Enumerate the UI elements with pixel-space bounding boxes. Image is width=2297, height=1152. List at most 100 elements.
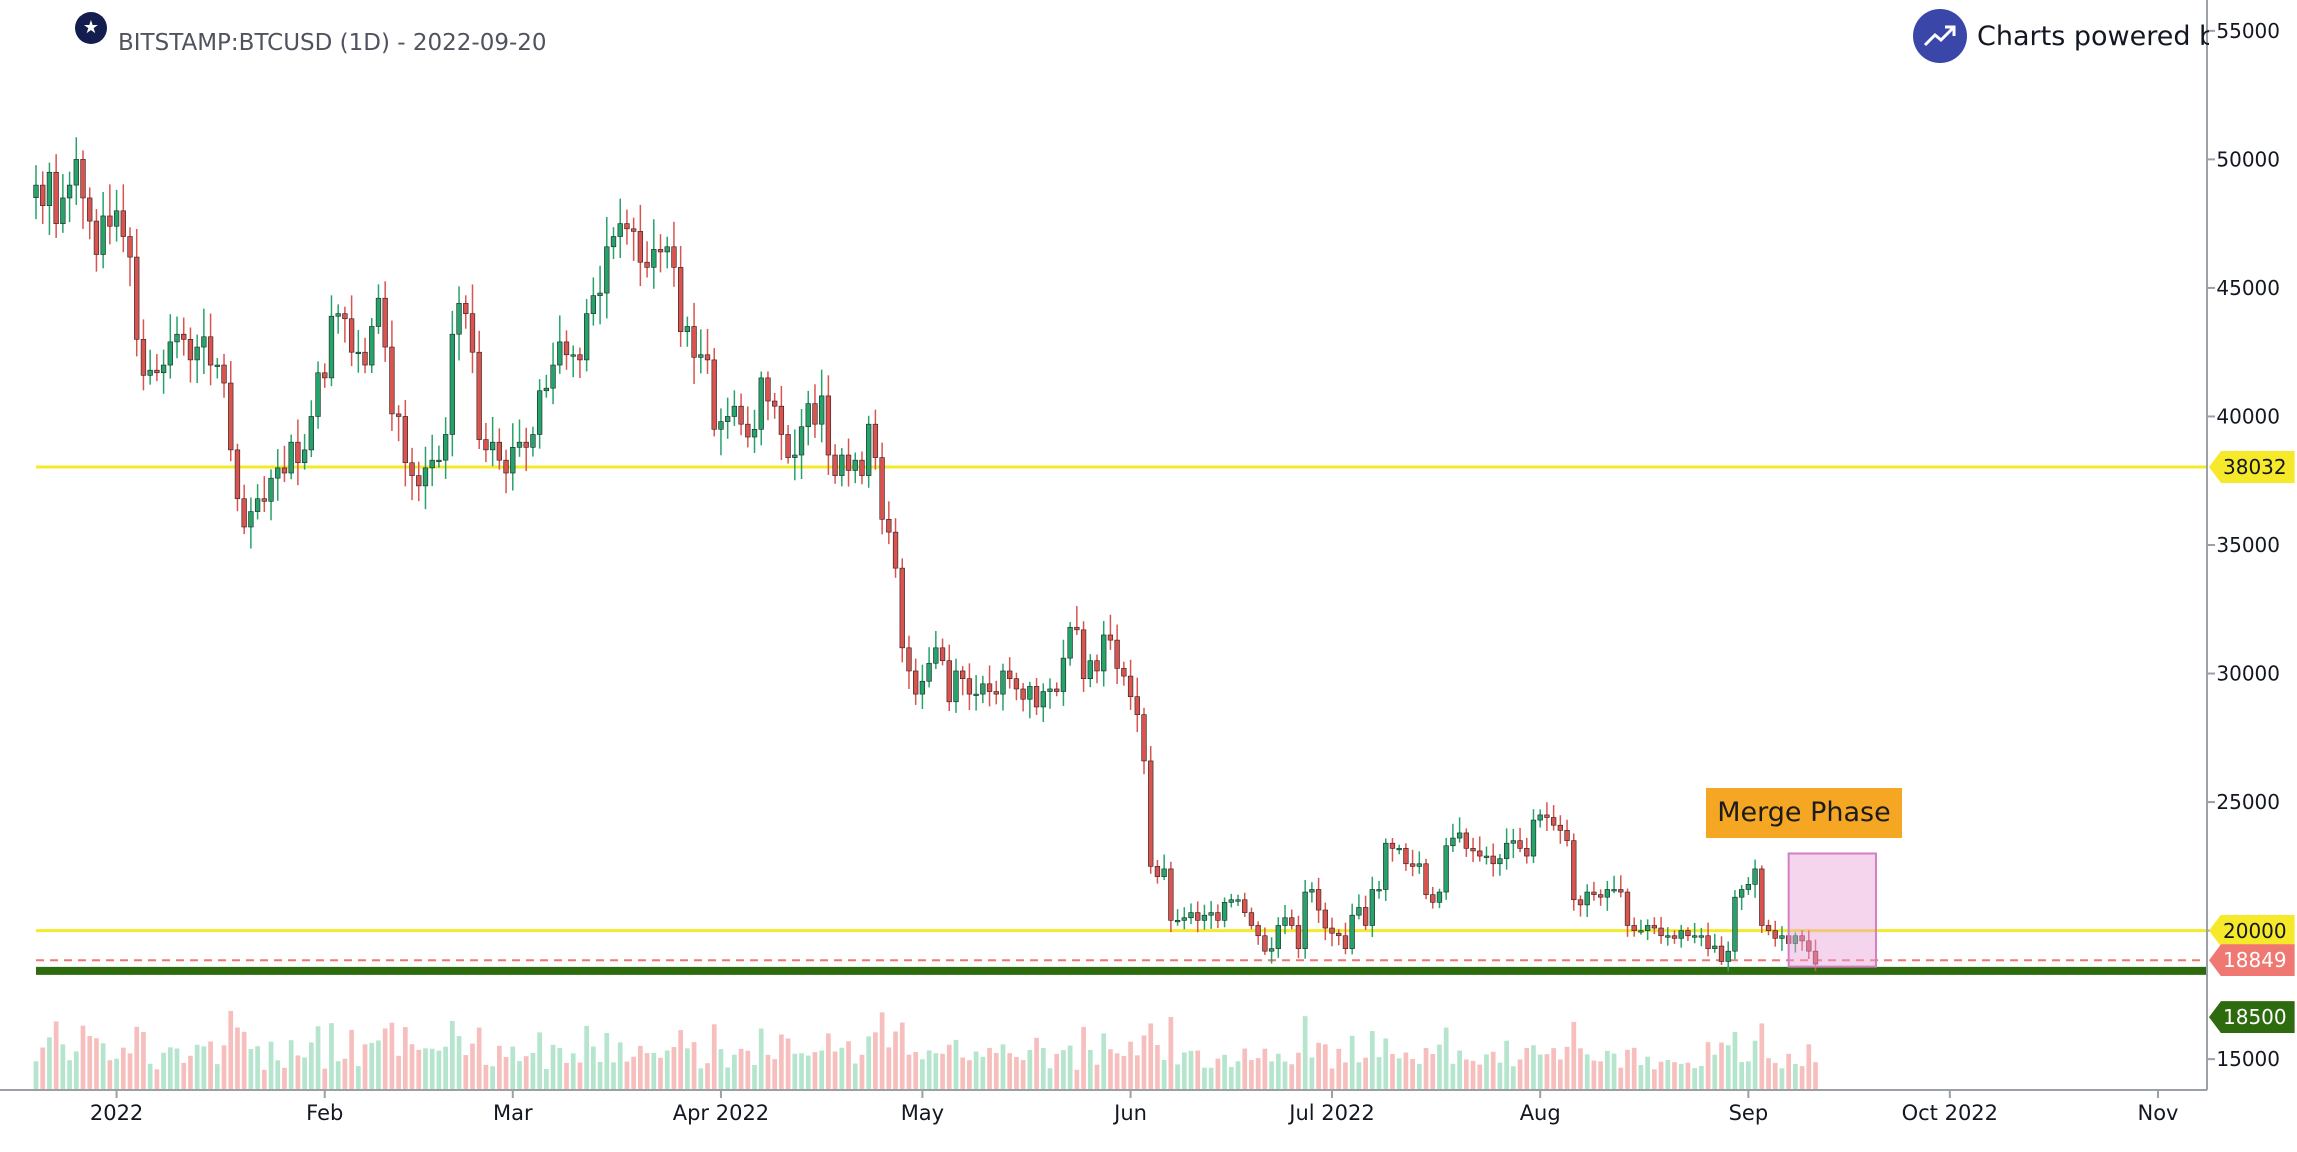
candle-body — [1141, 714, 1147, 762]
candle — [1154, 859, 1161, 884]
volume-bar — [429, 1048, 435, 1090]
volume-bar — [732, 1054, 737, 1090]
candle — [308, 400, 314, 458]
candle — [1779, 926, 1785, 951]
volume-bar — [1034, 1037, 1039, 1090]
candle-body — [1148, 760, 1154, 867]
candle-body — [1597, 894, 1604, 898]
candle-body — [1268, 948, 1275, 952]
candle-body — [268, 477, 274, 502]
volume-bar — [1766, 1058, 1771, 1090]
candle — [456, 286, 462, 361]
volume-bar — [523, 1056, 529, 1090]
candle — [1376, 880, 1382, 899]
volume-bar — [228, 1010, 234, 1090]
candle — [758, 371, 764, 446]
volume-bar — [591, 1046, 596, 1090]
candle-body — [812, 403, 818, 425]
candle — [859, 451, 865, 485]
volume-bar — [517, 1061, 522, 1090]
volume-bar — [33, 1061, 39, 1090]
candle — [644, 241, 650, 278]
candle — [201, 308, 207, 374]
candle-body — [1490, 855, 1496, 865]
candle — [1275, 917, 1281, 958]
candle-body — [798, 426, 805, 456]
candle-body — [1054, 688, 1060, 692]
candle — [892, 518, 899, 578]
volume-bar — [73, 1051, 79, 1090]
candle-body — [745, 423, 751, 438]
candle — [1524, 837, 1530, 864]
candle-body — [839, 454, 845, 476]
volume-bar — [987, 1047, 992, 1090]
candle — [939, 638, 946, 666]
candle-body — [1510, 840, 1516, 844]
candle-body — [348, 318, 355, 353]
candle-body — [328, 315, 335, 379]
candle — [1503, 828, 1510, 870]
candle-body — [1537, 814, 1543, 821]
candle — [489, 416, 496, 467]
volume-bar — [161, 1052, 166, 1090]
candle — [1571, 833, 1577, 911]
volume-bar — [1739, 1062, 1745, 1090]
candle — [1268, 937, 1275, 964]
volume-bar — [1490, 1051, 1496, 1090]
candle-body — [463, 303, 469, 314]
chart-title: BITSTAMP:BTCUSD (1D) - 2022-09-20 — [118, 30, 547, 56]
candle-body — [1362, 907, 1369, 926]
candle — [1188, 903, 1194, 925]
candle — [409, 447, 415, 501]
candle — [812, 384, 818, 438]
volume-bar — [819, 1050, 825, 1090]
candle — [174, 316, 180, 359]
candle — [503, 449, 509, 494]
volume-bar — [1665, 1060, 1671, 1090]
volume-bar — [1363, 1057, 1368, 1090]
candle — [1597, 889, 1604, 906]
time-tick-label: Feb — [306, 1101, 343, 1125]
volume-bar — [832, 1051, 838, 1090]
candle — [1282, 905, 1288, 935]
candle — [778, 386, 785, 460]
candle — [886, 501, 892, 545]
candle — [1658, 917, 1664, 944]
candle-body — [1745, 884, 1752, 890]
candle-body — [1127, 675, 1134, 697]
candle — [1537, 809, 1543, 828]
candle-body — [160, 364, 167, 374]
brand[interactable]: Charts powered by GoCharting — [1913, 0, 2209, 80]
volume-bar — [644, 1053, 650, 1090]
candle-body — [234, 449, 241, 500]
candle — [322, 363, 328, 388]
volume-bar — [302, 1057, 307, 1090]
candle — [1530, 809, 1537, 864]
candle-body — [335, 313, 341, 317]
volume-bar — [1329, 1068, 1335, 1090]
candle — [1208, 901, 1214, 929]
candle — [1456, 817, 1463, 843]
candle — [953, 658, 959, 713]
candle-body — [899, 567, 905, 649]
candle — [1107, 614, 1114, 650]
price-tick-label: 30000 — [2216, 662, 2280, 686]
volume-bar — [1208, 1067, 1214, 1090]
candle-body — [1154, 866, 1161, 877]
candle-body — [1020, 688, 1026, 700]
candle — [1315, 877, 1322, 923]
candle-body — [1577, 899, 1584, 906]
volume-bar — [1302, 1016, 1308, 1090]
volume-bar — [496, 1045, 502, 1090]
volume-bar — [638, 1045, 643, 1090]
candle — [120, 184, 126, 253]
volume-bar — [617, 1042, 623, 1090]
volume-bar — [463, 1055, 469, 1090]
candle — [154, 354, 160, 382]
candle-body — [1369, 889, 1375, 926]
volume-bar — [416, 1049, 422, 1090]
candle — [140, 319, 147, 391]
candle — [933, 630, 939, 669]
volume-bar — [940, 1053, 945, 1090]
